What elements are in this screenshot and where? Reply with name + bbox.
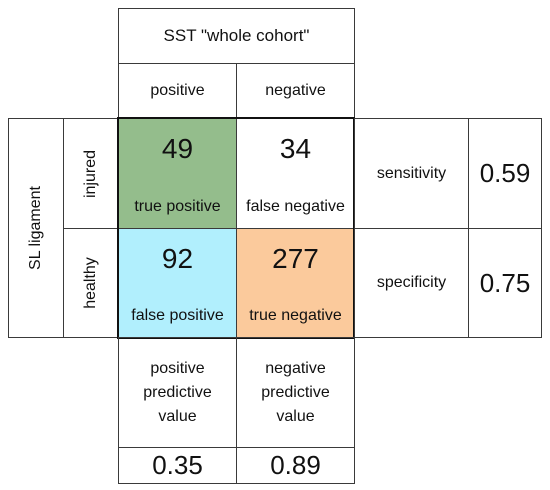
column-header-positive: positive [118, 63, 237, 119]
ppv-label-line3: value [158, 407, 197, 425]
npv-label-cell: negative predictive value [236, 337, 355, 448]
sensitivity-value-cell: 0.59 [468, 118, 542, 229]
column-header-negative: negative [236, 63, 355, 119]
false-positive-cell: 92 false positive [118, 228, 237, 338]
specificity-value-cell: 0.75 [468, 228, 542, 338]
row-label-injured-text: injured [82, 149, 99, 198]
false-negative-label: false negative [246, 198, 345, 215]
npv-label-line3: value [276, 407, 315, 425]
npv-value: 0.89 [270, 450, 321, 480]
sensitivity-label: sensitivity [376, 164, 447, 182]
true-positive-label: true positive [134, 198, 221, 215]
column-header-title-text: SST "whole cohort" [163, 26, 310, 45]
true-negative-cell: 277 true negative [236, 228, 355, 338]
false-negative-cell: 34 false negative [236, 118, 355, 229]
row-group-label-text: SL ligament [27, 186, 44, 270]
npv-label-line1: negative [265, 359, 326, 377]
row-label-healthy: healthy [63, 228, 119, 338]
false-positive-label: false positive [131, 307, 224, 324]
ppv-label-line1: positive [150, 359, 205, 377]
false-positive-count: 92 [161, 243, 194, 274]
column-header-title: SST "whole cohort" [118, 8, 355, 64]
specificity-value: 0.75 [479, 267, 531, 298]
column-header-positive-text: positive [150, 82, 205, 99]
true-positive-cell: 49 true positive [118, 118, 237, 229]
column-header-negative-text: negative [265, 82, 326, 99]
ppv-value: 0.35 [152, 450, 203, 480]
ppv-label-cell: positive predictive value [118, 337, 237, 448]
specificity-label: specificity [376, 274, 447, 291]
specificity-label-cell: specificity [354, 228, 469, 338]
true-negative-label: true negative [249, 307, 342, 324]
ppv-value-cell: 0.35 [118, 447, 237, 484]
sensitivity-value: 0.59 [479, 158, 531, 188]
row-group-label: SL ligament [8, 118, 64, 338]
row-label-injured: injured [63, 118, 119, 229]
false-negative-count: 34 [279, 133, 312, 164]
true-positive-count: 49 [161, 133, 194, 164]
true-negative-count: 277 [272, 243, 319, 274]
npv-label-line2: predictive [261, 383, 330, 401]
ppv-label-line2: predictive [143, 383, 212, 401]
sensitivity-label-cell: sensitivity [354, 118, 469, 229]
row-label-healthy-text: healthy [82, 257, 99, 309]
npv-value-cell: 0.89 [236, 447, 355, 484]
